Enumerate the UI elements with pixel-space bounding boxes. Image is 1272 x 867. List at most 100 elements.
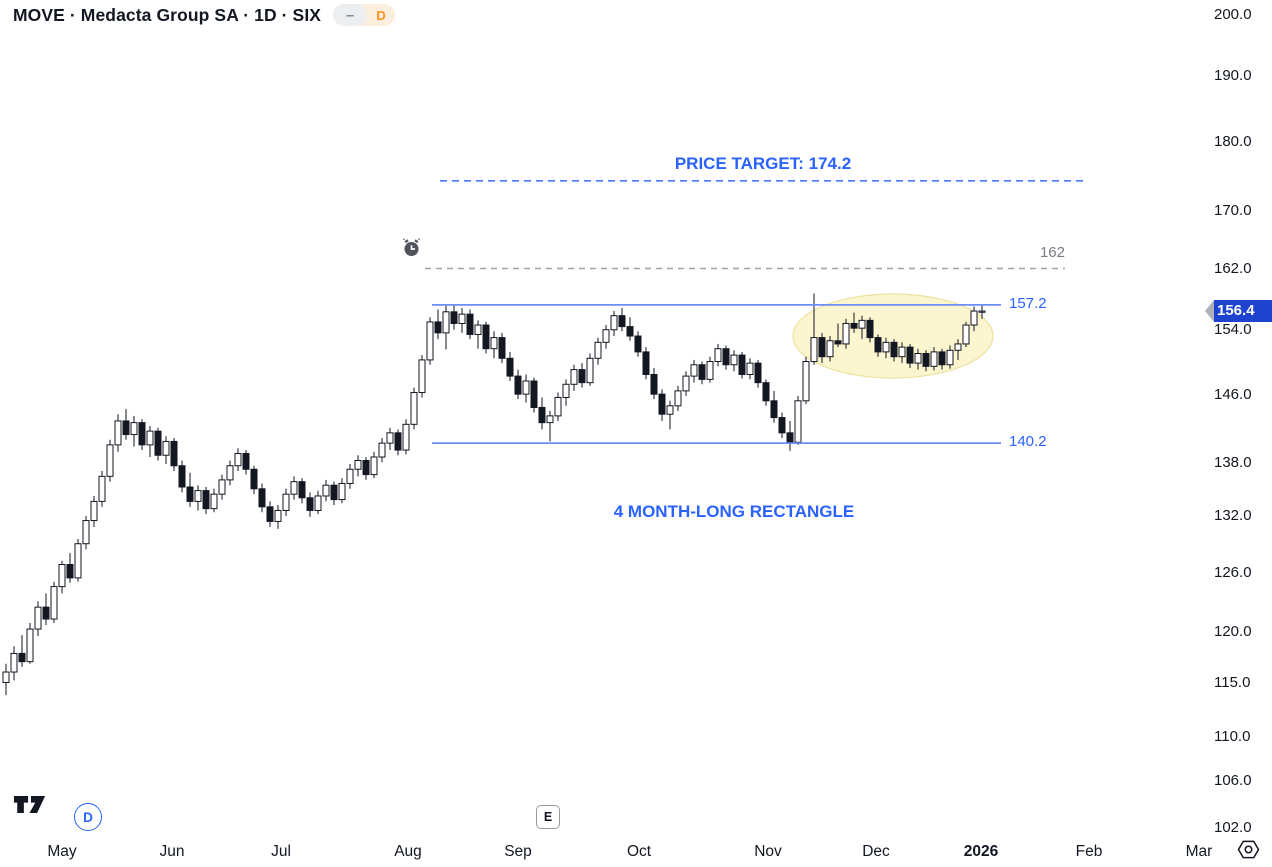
price-axis[interactable]: 156.4 200.0 190.0 180.0 170.0 162.0 154.0 146.… — [1205, 0, 1272, 836]
candle — [410, 387, 418, 430]
candle — [442, 305, 450, 350]
candle — [946, 345, 954, 369]
candle — [90, 495, 98, 527]
candle — [738, 351, 746, 379]
price-tick-label: 110.0 — [1214, 727, 1251, 745]
candle — [234, 448, 242, 472]
candle — [842, 318, 850, 349]
candle — [490, 331, 498, 359]
time-axis-label: Oct — [626, 843, 652, 860]
chart-canvas[interactable]: PRICE TARGET: 174.2 162 157.2 140.2 4 MONTH-… — [0, 0, 1205, 835]
candle — [786, 420, 794, 451]
candle — [202, 487, 210, 515]
candle — [450, 304, 458, 330]
candle — [802, 356, 810, 405]
alert-price-label[interactable]: 162 — [1039, 243, 1065, 261]
candle — [642, 347, 650, 380]
candle — [290, 476, 298, 500]
candle — [466, 309, 474, 340]
candle — [82, 515, 90, 550]
candle — [378, 437, 386, 463]
last-price-badge[interactable]: 156.4 — [1205, 300, 1272, 323]
candle — [746, 358, 754, 380]
candle — [722, 345, 730, 370]
candle — [754, 359, 762, 388]
candle — [330, 481, 338, 506]
price-tick-label: 115.0 — [1214, 673, 1251, 691]
alarm-clock-icon[interactable] — [402, 237, 421, 263]
rectangle-bottom-label[interactable]: 140.2 — [1009, 433, 1047, 451]
candle — [458, 307, 466, 333]
candle — [10, 646, 18, 681]
time-axis-label: Feb — [1075, 843, 1103, 860]
time-axis[interactable]: May Jun Jul Aug Sep Oct Nov Dec 2026 Feb Mar — [0, 835, 1218, 867]
candle — [874, 334, 882, 357]
symbol-legend[interactable]: MOVE · Medacta Group SA · 1D · SIX – D — [13, 4, 396, 26]
price-target-label[interactable]: PRICE TARGET: 174.2 — [674, 153, 852, 173]
candle — [522, 374, 530, 403]
candle — [2, 663, 10, 696]
tradingview-logo-icon[interactable] — [13, 794, 47, 820]
candle — [730, 350, 738, 372]
candle — [226, 460, 234, 486]
candle — [266, 501, 274, 527]
candle — [690, 359, 698, 383]
candle — [418, 355, 426, 398]
candle — [602, 325, 610, 349]
candle — [106, 439, 114, 482]
price-tick-label: 120.0 — [1214, 622, 1252, 640]
price-tick-label: 154.0 — [1214, 321, 1252, 339]
legend-controls: – D — [333, 4, 396, 26]
symbol-title[interactable]: MOVE · Medacta Group SA · 1D · SIX — [13, 4, 322, 25]
candle — [930, 347, 938, 371]
candle — [778, 412, 786, 438]
candle — [426, 317, 434, 365]
candle — [242, 450, 250, 475]
price-tick-label: 170.0 — [1214, 201, 1252, 219]
candle — [474, 320, 482, 349]
collapse-legend-button[interactable]: – — [333, 4, 368, 26]
candle — [162, 436, 170, 464]
candle — [402, 419, 410, 455]
candle — [538, 397, 546, 430]
candle — [714, 343, 722, 367]
candle — [530, 377, 538, 413]
price-arrow-icon — [1205, 300, 1214, 323]
candle — [866, 317, 874, 343]
candle — [834, 323, 842, 348]
candle — [114, 414, 122, 452]
candle — [98, 471, 106, 507]
candle — [434, 309, 442, 340]
candle — [770, 390, 778, 423]
candle — [370, 451, 378, 479]
candle — [34, 601, 42, 637]
candle — [170, 437, 178, 472]
scale-settings-icon[interactable] — [1236, 839, 1261, 865]
candle — [882, 337, 890, 359]
rectangle-top-label[interactable]: 157.2 — [1009, 294, 1047, 312]
candle — [338, 478, 346, 504]
interval-badge[interactable]: D — [359, 4, 396, 26]
candle — [154, 427, 162, 461]
candlestick-chart[interactable] — [0, 0, 1205, 835]
candle — [506, 351, 514, 382]
event-marker-button[interactable]: E — [536, 805, 560, 829]
interval-quick-button[interactable]: D — [74, 803, 102, 831]
candle — [386, 427, 394, 451]
candle — [306, 492, 314, 517]
candle — [482, 321, 490, 354]
candle — [210, 488, 218, 513]
candle — [706, 356, 714, 383]
candle — [762, 379, 770, 406]
rectangle-note[interactable]: 4 MONTH-LONG RECTANGLE — [613, 502, 855, 522]
time-axis-label: Nov — [754, 843, 782, 860]
time-axis-label: Aug — [394, 843, 422, 860]
time-axis-label: Dec — [862, 843, 890, 860]
candle — [546, 410, 554, 442]
candle — [570, 364, 578, 391]
price-tick-label: 138.0 — [1214, 453, 1252, 471]
candle — [122, 409, 130, 440]
candle — [130, 415, 138, 447]
candle — [626, 317, 634, 341]
candle — [586, 353, 594, 386]
